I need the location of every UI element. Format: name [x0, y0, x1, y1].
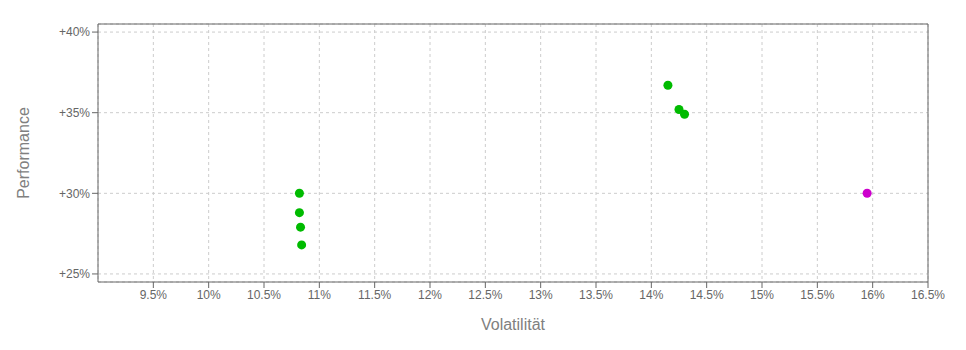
svg-text:15%: 15%	[750, 288, 774, 302]
svg-text:12.5%: 12.5%	[468, 288, 502, 302]
svg-text:11%: 11%	[308, 288, 331, 302]
svg-text:16%: 16%	[861, 288, 885, 302]
svg-text:Performance: Performance	[15, 107, 32, 199]
svg-text:10.5%: 10.5%	[247, 288, 281, 302]
svg-text:+30%: +30%	[59, 187, 90, 201]
svg-text:13%: 13%	[529, 288, 553, 302]
svg-text:+40%: +40%	[59, 25, 90, 39]
svg-text:Volatilität: Volatilität	[481, 316, 546, 333]
svg-text:+35%: +35%	[59, 106, 90, 120]
svg-text:9.5%: 9.5%	[140, 288, 168, 302]
svg-text:15.5%: 15.5%	[800, 288, 834, 302]
svg-text:+25%: +25%	[59, 267, 90, 281]
svg-text:13.5%: 13.5%	[579, 288, 613, 302]
svg-text:14.5%: 14.5%	[690, 288, 724, 302]
svg-text:16.5%: 16.5%	[911, 288, 945, 302]
svg-text:10%: 10%	[197, 288, 221, 302]
svg-text:14%: 14%	[639, 288, 663, 302]
svg-text:12%: 12%	[418, 288, 442, 302]
svg-text:11.5%: 11.5%	[358, 288, 391, 302]
